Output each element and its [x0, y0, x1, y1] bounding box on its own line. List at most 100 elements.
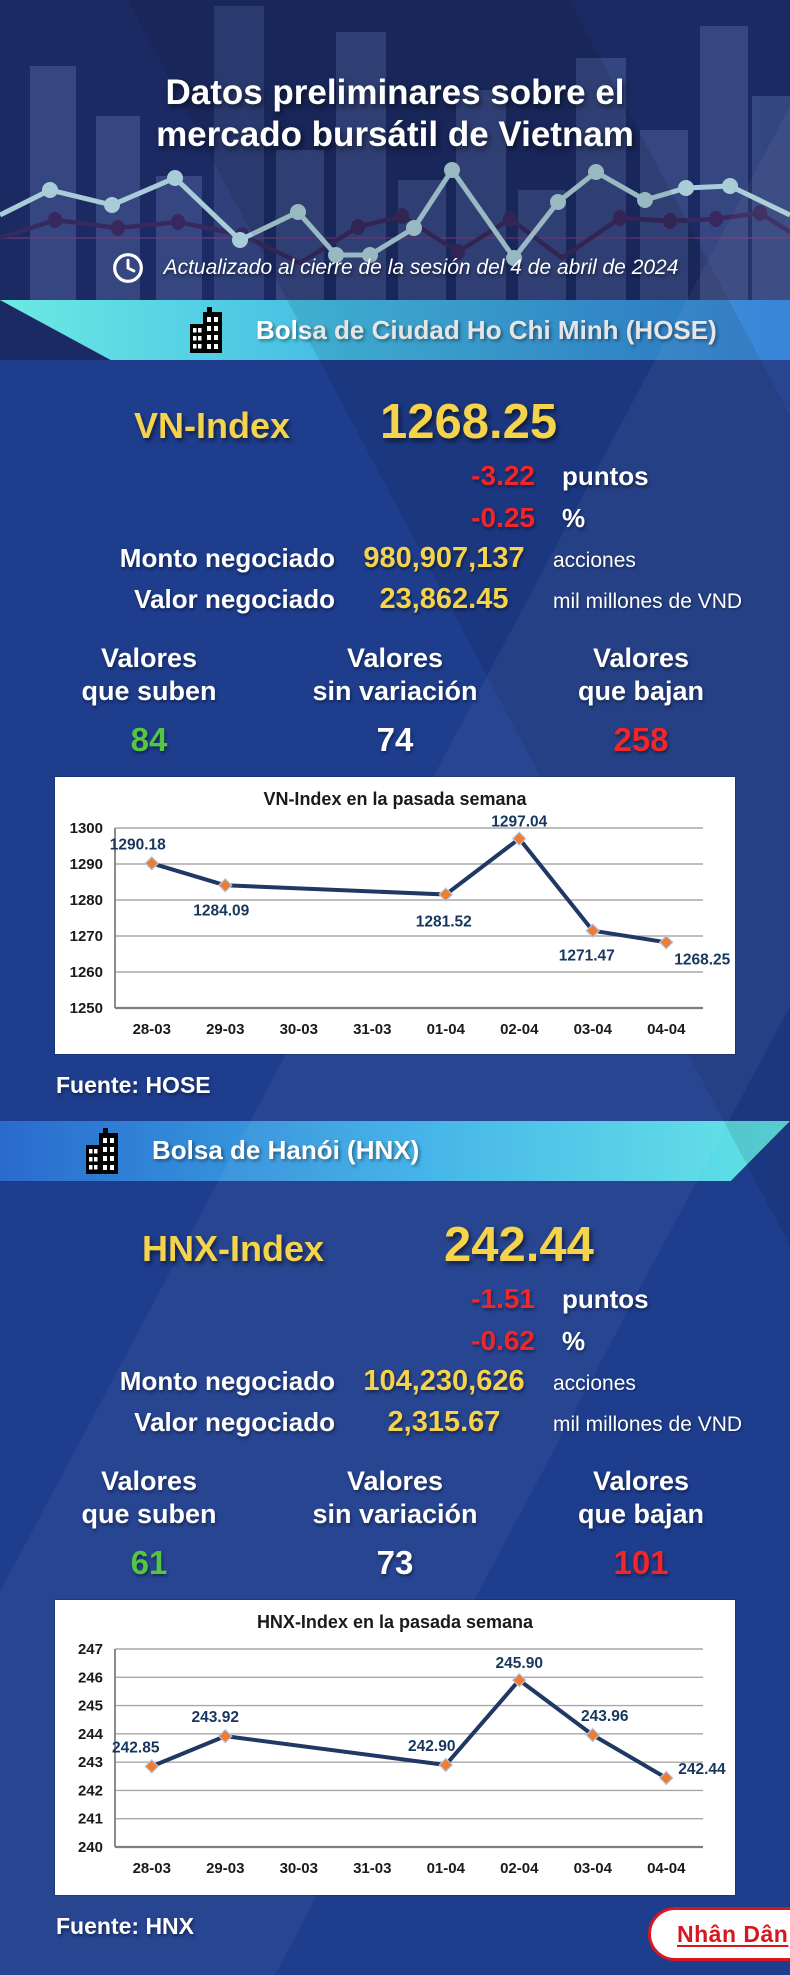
- hnx-source: Fuente: HNX: [56, 1912, 194, 1939]
- hnx-decliners-label-line2: que bajan: [577, 1499, 705, 1530]
- svg-text:243.92: 243.92: [192, 1709, 239, 1726]
- hnx-change-percent: -0.62: [471, 1324, 535, 1356]
- vn-index-line-chart: 1250 1260 1270 1280 1290 1300 28-03 29-03 30-03 3…: [70, 814, 731, 1038]
- hose-banner-strip: Bolsa de Ciudad Ho Chi Minh (HOSE): [0, 300, 790, 360]
- svg-text:1290: 1290: [70, 856, 103, 873]
- svg-text:1281.52: 1281.52: [416, 913, 472, 930]
- svg-text:1250: 1250: [70, 1000, 103, 1017]
- svg-text:242.90: 242.90: [408, 1738, 455, 1755]
- hose-turnover-unit: mil millones de VND: [553, 590, 743, 613]
- svg-text:247: 247: [78, 1641, 103, 1658]
- hnx-volume-value: 104,230,626: [363, 1364, 525, 1397]
- hnx-index-row: HNX-Index 242.44: [0, 1181, 790, 1273]
- hnx-index-chart-panel: HNX-Index en la pasada semana 240 241 242 2…: [55, 1599, 735, 1895]
- svg-text:29-03: 29-03: [206, 1860, 244, 1877]
- hnx-volume-unit: acciones: [553, 1371, 636, 1395]
- hose-change-points: -3.22: [471, 460, 535, 491]
- hose-change-points-unit: puntos: [562, 461, 649, 491]
- header: Datos preliminares sobre el mercado burs…: [0, 0, 790, 300]
- hnx-turnover-row: Valor negociado 2,315.67 mil millones de…: [0, 1406, 790, 1439]
- svg-text:01-04: 01-04: [427, 1860, 466, 1877]
- vn-index-chart-title: VN-Index en la pasada semana: [263, 788, 527, 809]
- hose-volume-row: Monto negociado 980,907,137 acciones: [0, 542, 790, 575]
- svg-text:02-04: 02-04: [500, 1021, 539, 1038]
- svg-text:241: 241: [78, 1811, 103, 1828]
- hose-decliners-label-line2: que bajan: [577, 676, 705, 707]
- hose-advancers-value: 84: [130, 720, 168, 758]
- hose-change-percent: -0.25: [471, 502, 535, 533]
- hnx-change-points-unit: puntos: [562, 1283, 649, 1314]
- hnx-turnover-value: 2,315.67: [387, 1405, 501, 1438]
- svg-text:1271.47: 1271.47: [559, 948, 615, 965]
- svg-text:1300: 1300: [70, 820, 103, 837]
- page-title-line2: mercado bursátil de Vietnam: [156, 115, 634, 154]
- update-row: Actualizado al cierre de la sesión del 4…: [0, 252, 790, 284]
- svg-text:243: 243: [78, 1754, 103, 1771]
- hose-index-value: 1268.25: [380, 395, 558, 449]
- hnx-volume-label: Monto negociado: [119, 1365, 335, 1396]
- nhandan-logo-text: Nhân Dân: [677, 1920, 789, 1947]
- hose-volume-value: 980,907,137: [363, 542, 525, 574]
- svg-text:30-03: 30-03: [280, 1021, 318, 1038]
- svg-text:242.44: 242.44: [678, 1761, 726, 1778]
- hose-volume-label: Monto negociado: [119, 543, 335, 573]
- svg-text:03-04: 03-04: [574, 1860, 613, 1877]
- hnx-index-label: HNX-Index: [142, 1227, 325, 1269]
- svg-text:1280: 1280: [70, 892, 103, 909]
- hose-decliners: Valores que bajan 258: [518, 642, 764, 759]
- hose-unchanged: Valores sin variación 74: [272, 642, 518, 759]
- hnx-change-percent-row: -0.62 %: [440, 1325, 790, 1357]
- hose-banner-label: Bolsa de Ciudad Ho Chi Minh (HOSE): [256, 314, 717, 345]
- svg-text:1260: 1260: [70, 964, 103, 981]
- hnx-decliners-label-line1: Valores: [592, 1465, 690, 1496]
- hnx-section: HNX-Index 242.44 -1.51 puntos -0.62 % Mo…: [0, 1181, 790, 1940]
- svg-text:31-03: 31-03: [353, 1860, 391, 1877]
- hnx-advancers-label-line2: que suben: [81, 1499, 217, 1530]
- hnx-banner-strip: Bolsa de Hanói (HNX): [0, 1120, 790, 1181]
- hnx-advancers-value: 61: [130, 1543, 168, 1581]
- hnx-turnover-label: Valor negociado: [134, 1406, 335, 1437]
- hose-volume-unit: acciones: [553, 549, 636, 572]
- vn-index-chart-panel: VN-Index en la pasada semana 1250 1260 127…: [55, 776, 735, 1054]
- svg-text:245: 245: [78, 1697, 103, 1714]
- hose-section: VN-Index 1268.25 -3.22 puntos -0.25 % Mo…: [0, 360, 790, 1099]
- hose-change-points-row: -3.22 puntos: [440, 460, 790, 492]
- svg-text:04-04: 04-04: [647, 1860, 686, 1877]
- updated-text: Actualizado al cierre de la sesión del 4…: [163, 256, 679, 279]
- nhandan-logo: Nhân Dân: [648, 1907, 790, 1961]
- svg-text:245.90: 245.90: [496, 1655, 543, 1672]
- svg-text:04-04: 04-04: [647, 1021, 686, 1038]
- svg-text:31-03: 31-03: [353, 1021, 391, 1038]
- header-decoration-chart: [0, 6, 790, 300]
- hnx-advancers: Valores que suben 61: [26, 1465, 272, 1582]
- svg-text:1284.09: 1284.09: [193, 902, 249, 919]
- svg-text:03-04: 03-04: [574, 1021, 613, 1038]
- page-title: Datos preliminares sobre el mercado burs…: [0, 0, 790, 156]
- svg-text:01-04: 01-04: [427, 1021, 466, 1038]
- hnx-index-line-chart: 240 241 242 243 244 245 246 247 28-03 29-03 30-03 3…: [78, 1641, 726, 1877]
- hose-index-label: VN-Index: [134, 405, 291, 446]
- hose-change-percent-unit: %: [562, 503, 586, 533]
- hnx-unchanged-value: 73: [376, 1543, 414, 1581]
- hnx-change-points-row: -1.51 puntos: [440, 1283, 790, 1315]
- svg-text:246: 246: [78, 1669, 103, 1686]
- hnx-unchanged-label-line2: sin variación: [312, 1499, 478, 1530]
- hose-unchanged-label-line2: sin variación: [312, 676, 478, 707]
- hnx-advancers-label-line1: Valores: [100, 1465, 198, 1496]
- hnx-turnover-unit: mil millones de VND: [553, 1412, 743, 1436]
- hose-unchanged-value: 74: [376, 720, 414, 758]
- svg-text:02-04: 02-04: [500, 1860, 539, 1877]
- clock-icon: [112, 253, 143, 283]
- hose-change-percent-row: -0.25 %: [440, 502, 790, 534]
- hose-advancers-label-line2: que suben: [81, 676, 217, 707]
- building-icon: [86, 1127, 118, 1174]
- hnx-decliners: Valores que bajan 101: [518, 1465, 764, 1582]
- svg-text:1290.18: 1290.18: [110, 836, 166, 853]
- hose-source: Fuente: HOSE: [56, 1071, 211, 1098]
- svg-text:243.96: 243.96: [581, 1708, 629, 1725]
- hnx-index-value: 242.44: [444, 1217, 594, 1272]
- page-title-line1: Datos preliminares sobre el: [165, 73, 625, 112]
- hose-turnover-row: Valor negociado 23,862.45 mil millones d…: [0, 583, 790, 616]
- hose-decliners-value: 258: [613, 720, 669, 758]
